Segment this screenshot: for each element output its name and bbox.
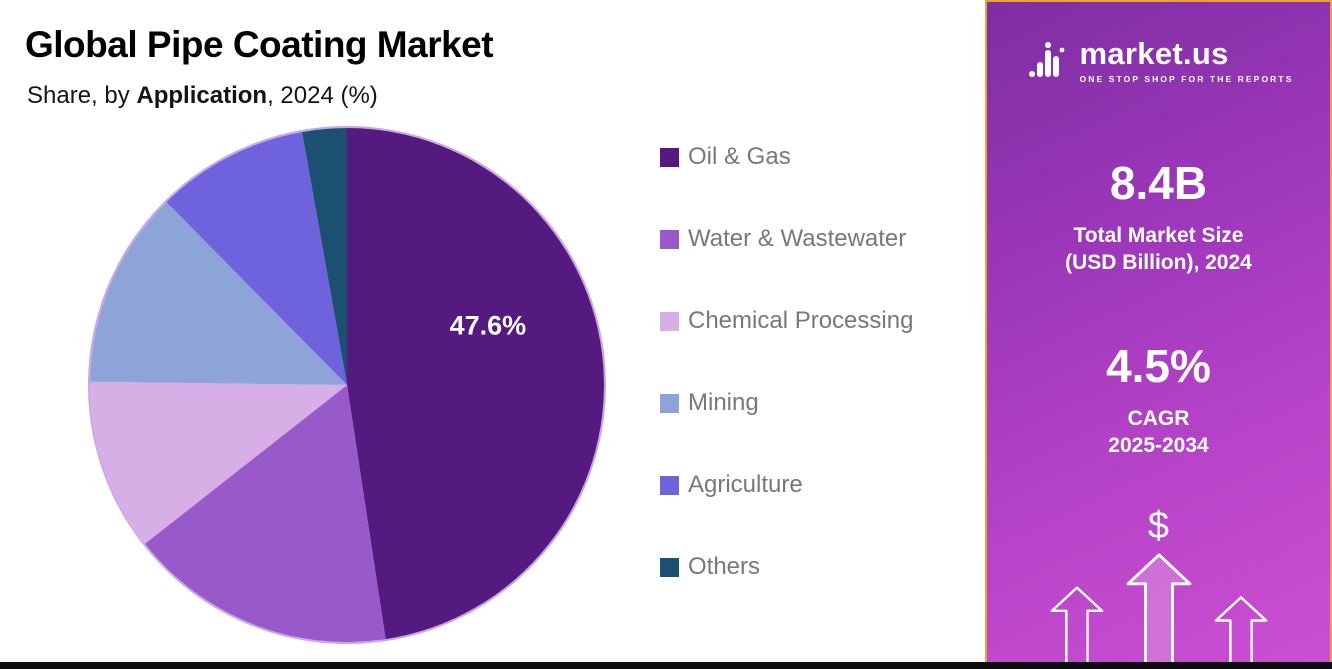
legend-label: Chemical Processing <box>688 307 914 334</box>
legend-item-others: Others <box>660 553 913 580</box>
marketus-logo: market.us ONE STOP SHOP FOR THE REPORTS <box>1024 38 1294 84</box>
pie-slice-agriculture <box>166 131 347 385</box>
legend-swatch <box>660 393 679 413</box>
legend-item-water-wastewater: Water & Wastewater <box>660 225 913 252</box>
page-title: Global Pipe Coating Market <box>25 24 494 65</box>
market-size-label-line2: (USD Billion), 2024 <box>1065 251 1252 275</box>
legend-label: Mining <box>688 389 759 416</box>
chart-area: Global Pipe Coating Market Share, by App… <box>25 24 914 660</box>
market-size-value: 8.4B <box>1109 157 1208 209</box>
cagr-label-line2: 2025-2034 <box>1108 433 1209 457</box>
pie-slice-oil-gas <box>347 128 604 640</box>
legend-item-chemical-processing: Chemical Processing <box>660 307 914 334</box>
legend-label: Agriculture <box>688 471 803 498</box>
legend-item-oil-gas: Oil & Gas <box>660 143 913 170</box>
legend-label: Oil & Gas <box>688 143 791 170</box>
growth-arrows-icon <box>1050 553 1267 667</box>
sidebar: market.us ONE STOP SHOP FOR THE REPORTS … <box>985 0 1332 669</box>
dollar-icon: $ <box>1147 505 1170 548</box>
pie-slice-mining <box>90 202 347 385</box>
legend-swatch <box>660 475 679 495</box>
legend-swatch <box>660 557 679 577</box>
cagr-value: 4.5% <box>1106 339 1211 392</box>
legend-label: Water & Wastewater <box>688 225 907 252</box>
legend-item-agriculture: Agriculture <box>660 471 913 498</box>
chart-subtitle: Share, by Application, 2024 (%) <box>27 82 378 110</box>
bottom-bar <box>0 662 1332 669</box>
market-size-label: Total Market Size (USD Billion), 2024 <box>1065 222 1252 277</box>
subtitle-emphasis: Application <box>136 82 268 109</box>
logo-tagline: ONE STOP SHOP FOR THE REPORTS <box>1079 73 1294 84</box>
legend-swatch <box>660 229 679 249</box>
pie-slice-others <box>302 128 347 385</box>
pie-chart: 47.6% <box>68 112 628 660</box>
subtitle-suffix: , 2024 (%) <box>267 82 378 109</box>
legend-item-mining: Mining <box>660 389 913 416</box>
legend-swatch <box>660 147 679 167</box>
legend-swatch <box>660 311 679 331</box>
marketus-logo-icon <box>1028 42 1064 77</box>
pie-slice-chemical-processing <box>89 381 348 544</box>
logo-text: market.us <box>1079 36 1229 72</box>
pie-data-label: 47.6% <box>450 310 527 340</box>
legend-label: Others <box>688 553 761 580</box>
pie-slice-water-wastewater <box>144 385 386 642</box>
subtitle-prefix: Share, by <box>27 82 137 109</box>
pie-chart-svg: 47.6% <box>88 126 606 644</box>
legend: Oil & Gas Water & Wastewater Chemical Pr… <box>660 143 914 636</box>
cagr-label-line1: CAGR <box>1127 406 1190 430</box>
market-size-label-line1: Total Market Size <box>1073 224 1244 247</box>
cagr-label: CAGR 2025-2034 <box>1108 405 1208 460</box>
